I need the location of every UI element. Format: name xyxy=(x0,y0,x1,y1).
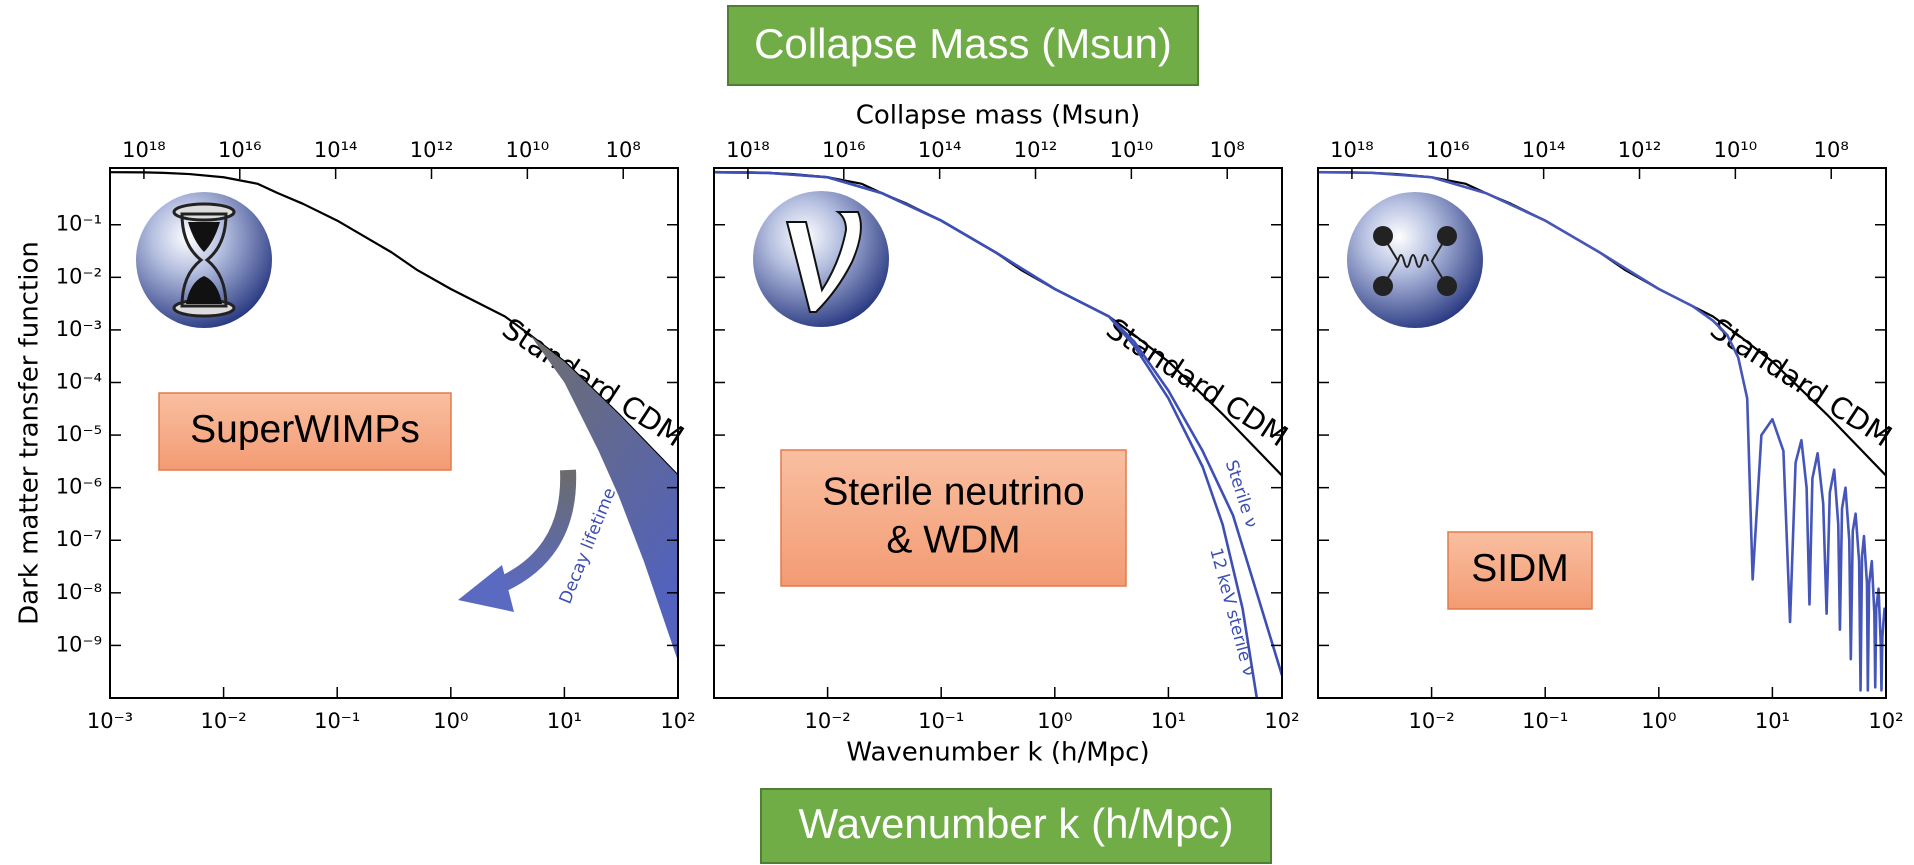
x2-tick-label: 10¹⁰ xyxy=(1714,138,1758,162)
curve-label: Sterile ν xyxy=(1221,458,1262,530)
decay-arrowhead xyxy=(458,565,514,612)
x2-tick-label: 10⁸ xyxy=(1210,138,1245,162)
x-tick-label: 10² xyxy=(660,709,695,733)
x-tick-label: 10⁰ xyxy=(1641,709,1676,733)
x2-tick-label: 10¹⁴ xyxy=(314,138,358,162)
x2-axis-title: Collapse mass (Msun) xyxy=(856,101,1141,131)
annotation-box xyxy=(780,449,1127,587)
series-line xyxy=(110,171,678,477)
sidm-icon xyxy=(1347,192,1483,328)
x2-tick-label: 10¹⁸ xyxy=(726,138,770,162)
annotation-text: SuperWIMPs xyxy=(190,408,420,451)
plot-frame xyxy=(1317,167,1887,699)
hourglass-icon xyxy=(136,192,272,328)
x2-tick-label: 10¹⁶ xyxy=(822,138,866,162)
x-tick-label: 10⁻² xyxy=(1408,709,1454,733)
y-tick-label: 10⁻⁹ xyxy=(56,632,102,656)
y-tick-label: 10⁻⁶ xyxy=(56,475,102,499)
y-tick-label: 10⁻² xyxy=(56,264,102,288)
x-tick-label: 10⁻² xyxy=(804,709,850,733)
annotation-box xyxy=(1447,531,1593,610)
neutrino-icon xyxy=(753,191,889,327)
annotation-text: Sterile neutrino xyxy=(822,470,1084,513)
top-banner-text: Collapse Mass (Msun) xyxy=(754,20,1172,67)
x2-tick-label: 10¹⁶ xyxy=(1426,138,1470,162)
x-tick-label: 10⁻¹ xyxy=(1522,709,1568,733)
y-tick-label: 10⁻³ xyxy=(56,317,102,341)
plot-frame xyxy=(713,167,1283,699)
x2-tick-label: 10¹² xyxy=(1618,138,1662,162)
x-tick-label: 10² xyxy=(1264,709,1299,733)
plot-frame xyxy=(109,167,679,699)
y-tick-label: 10⁻⁴ xyxy=(56,369,102,393)
x2-tick-label: 10⁸ xyxy=(1814,138,1849,162)
x-tick-label: 10⁻¹ xyxy=(918,709,964,733)
x2-tick-label: 10¹⁰ xyxy=(1110,138,1154,162)
x-tick-label: 10⁻¹ xyxy=(314,709,360,733)
series-line xyxy=(714,170,1259,698)
bottom-banner-text: Wavenumber k (h/Mpc) xyxy=(799,800,1234,847)
x2-tick-label: 10¹⁰ xyxy=(506,138,550,162)
series-line xyxy=(1318,170,1886,692)
y-tick-label: 10⁻⁵ xyxy=(56,422,102,446)
x-tick-label: 10⁰ xyxy=(433,709,468,733)
x2-tick-label: 10¹² xyxy=(1014,138,1058,162)
x-tick-label: 10¹ xyxy=(1755,709,1790,733)
x2-tick-label: 10⁸ xyxy=(606,138,641,162)
y-axis-title: Dark matter transfer function xyxy=(15,241,45,625)
y-tick-label: 10⁻⁷ xyxy=(56,527,102,551)
annotation-text: & WDM xyxy=(886,518,1020,561)
x2-tick-label: 10¹⁸ xyxy=(122,138,166,162)
band-area xyxy=(530,335,678,662)
annotation-text: SIDM xyxy=(1471,547,1569,590)
x-tick-label: 10⁰ xyxy=(1037,709,1072,733)
x-tick-label: 10² xyxy=(1868,709,1903,733)
x-tick-label: 10¹ xyxy=(547,709,582,733)
curve-label: Standard CDM xyxy=(1100,311,1294,453)
x-tick-label: 10¹ xyxy=(1151,709,1186,733)
y-tick-label: 10⁻¹ xyxy=(56,212,102,236)
x-tick-label: 10⁻² xyxy=(200,709,246,733)
annotation-box xyxy=(158,392,452,471)
x2-tick-label: 10¹⁴ xyxy=(1522,138,1566,162)
x2-tick-label: 10¹⁶ xyxy=(218,138,262,162)
x2-tick-label: 10¹² xyxy=(410,138,454,162)
top-banner xyxy=(727,5,1199,86)
x2-tick-label: 10¹⁴ xyxy=(918,138,962,162)
x-tick-label: 10⁻³ xyxy=(87,709,133,733)
curve-label: Standard CDM xyxy=(1704,311,1898,453)
bottom-banner xyxy=(760,788,1272,864)
x-axis-title: Wavenumber k (h/Mpc) xyxy=(846,738,1149,768)
y-tick-label: 10⁻⁸ xyxy=(56,580,102,604)
x2-tick-label: 10¹⁸ xyxy=(1330,138,1374,162)
